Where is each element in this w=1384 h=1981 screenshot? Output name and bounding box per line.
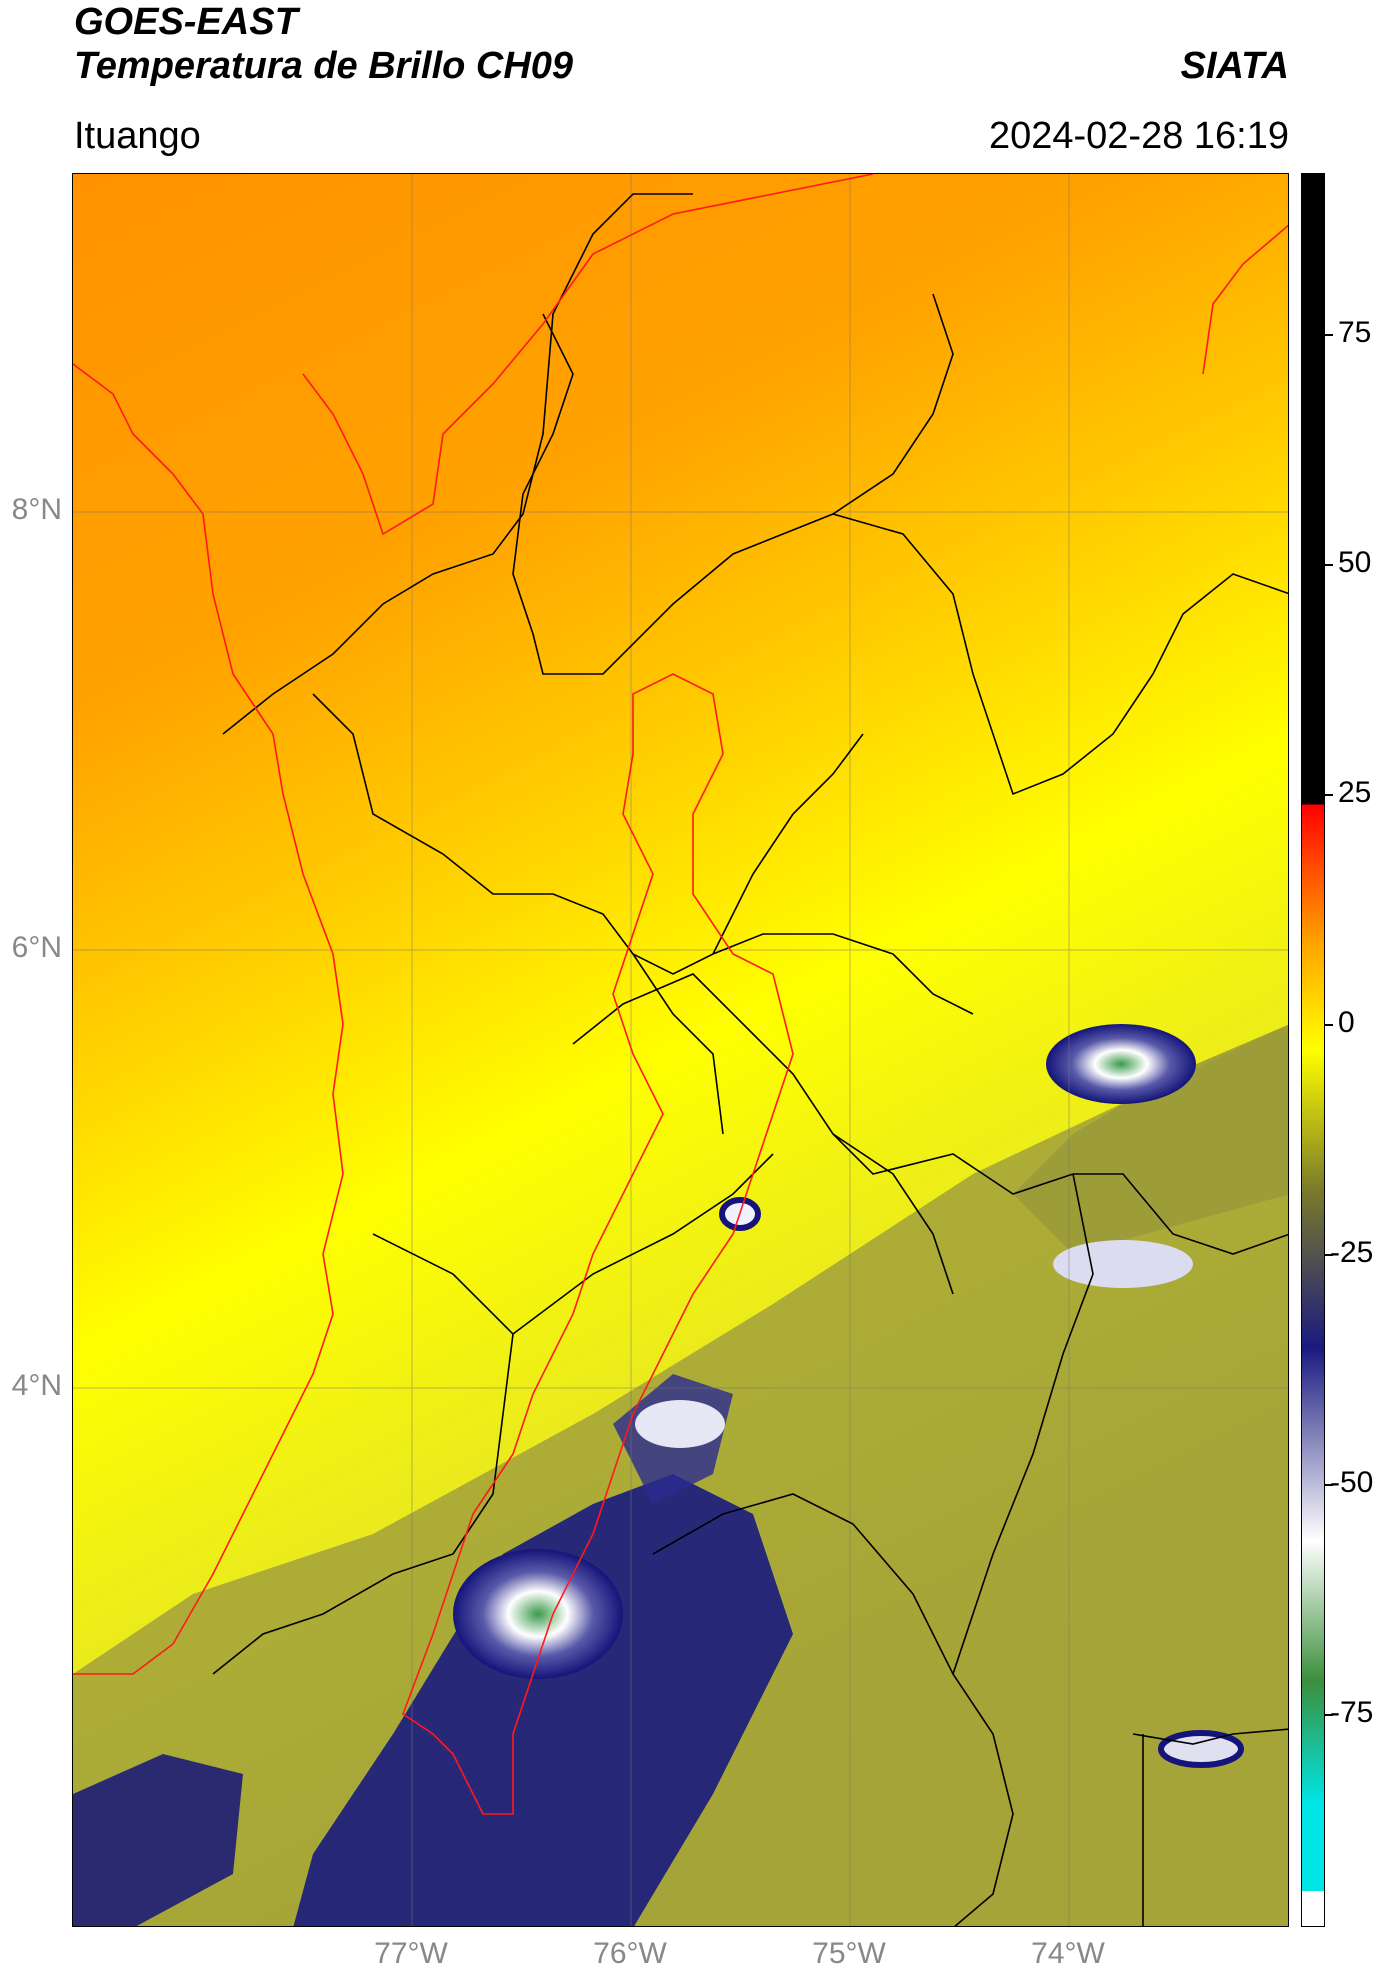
lat-tick-4n: 4°N <box>11 1369 62 1402</box>
political-borders <box>212 193 1288 1926</box>
cb-mark-m75 <box>1325 1714 1333 1716</box>
cold-cloud-top-6 <box>1158 1730 1244 1768</box>
lon-tick-77w: 77°W <box>374 1937 448 1970</box>
cb-mark-m25 <box>1325 1254 1333 1256</box>
cb-tick-75: 75 <box>1338 316 1372 349</box>
lat-tick-8n: 8°N <box>11 493 62 526</box>
convection-south <box>293 1474 793 1926</box>
title-line-1: GOES-EAST <box>74 1 298 43</box>
cb-mark-75 <box>1325 334 1333 336</box>
cb-tick-25: 25 <box>1338 776 1372 809</box>
cb-mark-50 <box>1325 564 1333 566</box>
lon-tick-76w: 76°W <box>593 1937 667 1970</box>
convection-southwest <box>73 1754 243 1926</box>
map-canvas <box>73 174 1288 1926</box>
cb-tick-m25: -25 <box>1330 1236 1374 1269</box>
lat-tick-6n: 6°N <box>11 931 62 964</box>
satellite-map <box>72 173 1289 1927</box>
lon-tick-74w: 74°W <box>1031 1937 1105 1970</box>
cb-tick-50: 50 <box>1338 546 1372 579</box>
lon-tick-75w: 75°W <box>812 1937 886 1970</box>
graticule <box>73 174 1288 1926</box>
cb-mark-25 <box>1325 794 1333 796</box>
cloud-olive-east <box>1013 1024 1288 1254</box>
cb-mark-m50 <box>1325 1484 1333 1486</box>
cb-tick-m75: -75 <box>1330 1696 1374 1729</box>
title-line-2: Temperatura de Brillo CH09 <box>74 45 574 87</box>
coastline-and-basin <box>73 174 1288 1815</box>
org-label: SIATA <box>1180 45 1289 87</box>
cb-tick-m50: -50 <box>1330 1466 1374 1499</box>
cb-tick-0: 0 <box>1338 1006 1355 1039</box>
colorbar <box>1301 173 1325 1927</box>
region-label: Ituango <box>74 115 201 157</box>
datetime-label: 2024-02-28 16:19 <box>988 115 1289 157</box>
cold-cloud-top-3 <box>1053 1240 1193 1288</box>
cb-mark-0 <box>1325 1024 1333 1026</box>
cold-cloud-top-2 <box>1046 1024 1196 1104</box>
cold-cloud-top-4 <box>635 1400 725 1448</box>
cold-cloud-top-1 <box>453 1549 623 1679</box>
